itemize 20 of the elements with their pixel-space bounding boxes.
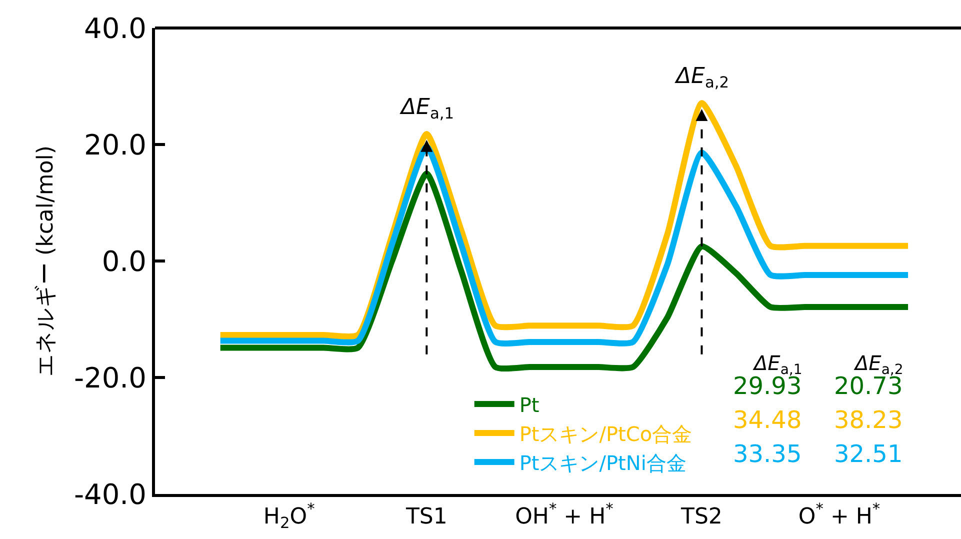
annotation: 38.23 [834,406,903,434]
y-tick-label: 0.0 [102,244,146,278]
y-tick-label: -20.0 [74,361,146,394]
legend-label: Ptスキン/PtCo合金 [519,422,692,446]
y-tick-label: 20.0 [84,128,146,162]
y-tick-label: 40.0 [84,12,146,45]
x-tick-label: OH$^{*}$ + H$^{*}$ [515,500,614,530]
annotation: 32.51 [834,440,903,468]
x-tick-label: TS2 [680,504,722,530]
annotation: ΔE$_{a,1}$ [399,95,454,123]
x-tick-label: O$^{*}$ + H$^{*}$ [798,500,880,530]
annotation: 33.35 [733,440,802,468]
y-tick-label: -40.0 [74,478,146,511]
legend-label: Ptスキン/PtNi合金 [519,450,686,475]
x-tick-label: H$_{2}$O$^{*}$ [263,500,316,532]
legend-label: Pt [519,392,540,417]
annotation: ΔE$_{a,2}$ [674,64,730,92]
y-axis-title: エネルギー (kcal/mol) [34,145,59,377]
annotation: 34.48 [733,406,802,434]
x-tick-label: TS1 [404,504,448,530]
